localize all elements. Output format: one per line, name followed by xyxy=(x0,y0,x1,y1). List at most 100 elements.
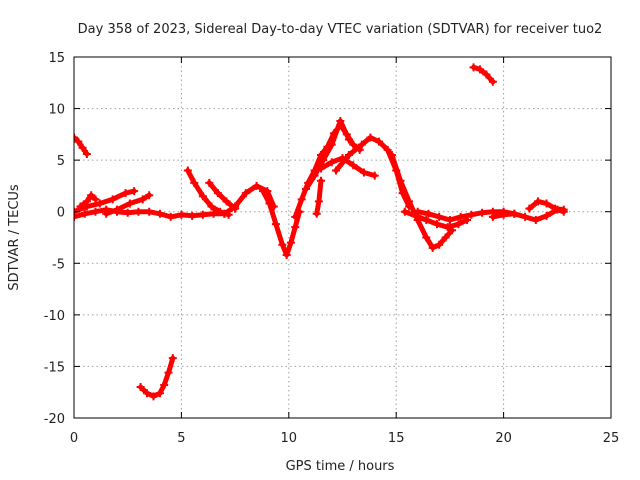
data-point xyxy=(344,150,353,159)
data-point xyxy=(445,215,454,224)
data-point xyxy=(467,210,476,219)
data-point xyxy=(396,176,405,185)
series-arc-dip-main xyxy=(259,187,304,260)
series-line xyxy=(206,180,238,212)
data-point xyxy=(207,202,216,211)
series-arc-peak-climb xyxy=(291,121,364,221)
x-tick-label: 10 xyxy=(281,431,298,446)
data-point xyxy=(475,65,484,74)
y-tick-label: 5 xyxy=(57,154,65,169)
data-point xyxy=(319,156,328,165)
data-point xyxy=(155,389,164,398)
data-point xyxy=(213,189,222,198)
grid xyxy=(74,57,611,418)
data-point xyxy=(301,185,310,194)
series-line xyxy=(74,135,90,157)
data-point xyxy=(76,202,85,211)
series-arc-mid-trail xyxy=(317,154,379,180)
data-point xyxy=(310,171,319,180)
data-point xyxy=(259,187,268,196)
data-point xyxy=(188,211,197,220)
x-tick-label: 5 xyxy=(177,431,185,446)
data-point xyxy=(164,368,173,377)
data-point xyxy=(428,243,437,252)
data-point xyxy=(551,204,560,213)
data-point xyxy=(443,223,452,232)
data-point xyxy=(357,140,366,149)
x-axis-label: GPS time / hours xyxy=(286,459,395,474)
data-point xyxy=(112,207,121,216)
data-point xyxy=(559,205,568,214)
series-arc-low-dip xyxy=(136,354,177,401)
data-point xyxy=(297,195,306,204)
data-point xyxy=(349,140,358,149)
data-point xyxy=(370,171,379,180)
data-point xyxy=(82,197,91,206)
data-point xyxy=(525,204,534,213)
data-point xyxy=(383,145,392,154)
data-point xyxy=(74,133,78,142)
data-point xyxy=(387,150,396,159)
data-point xyxy=(435,212,444,221)
data-point xyxy=(155,209,164,218)
data-point xyxy=(198,210,207,219)
data-point xyxy=(400,207,409,216)
series-arc-late-high xyxy=(469,63,497,86)
data-point xyxy=(456,212,465,221)
data-point xyxy=(177,210,186,219)
data-point xyxy=(134,207,143,216)
y-tick-label: 15 xyxy=(48,51,65,66)
data-point xyxy=(441,233,450,242)
data-point xyxy=(336,116,345,125)
data-point xyxy=(78,143,87,152)
data-point xyxy=(542,199,551,208)
data-point xyxy=(87,191,96,200)
data-point xyxy=(488,212,497,221)
data-point xyxy=(413,207,422,216)
data-point xyxy=(143,389,152,398)
data-point xyxy=(312,209,321,218)
data-point xyxy=(521,212,530,221)
series-line xyxy=(415,209,517,223)
data-point xyxy=(482,70,491,79)
data-point xyxy=(149,392,158,401)
data-point xyxy=(145,191,154,200)
data-point xyxy=(74,137,83,146)
data-point xyxy=(205,178,214,187)
data-point xyxy=(375,137,384,146)
series-arc-morning-base xyxy=(74,205,229,221)
data-point xyxy=(433,220,442,229)
series-arc-afternoon xyxy=(400,207,472,232)
data-point xyxy=(542,211,551,220)
data-point xyxy=(121,189,130,198)
data-point xyxy=(405,197,414,206)
y-tick-label: 10 xyxy=(48,103,65,118)
data-point xyxy=(349,161,358,170)
series-line xyxy=(314,178,324,217)
data-point xyxy=(286,238,295,247)
data-point xyxy=(130,187,139,196)
data-point xyxy=(291,223,300,232)
data-point xyxy=(231,202,240,211)
data-layer xyxy=(74,63,568,401)
data-point xyxy=(136,383,145,392)
y-tick-label: -10 xyxy=(44,309,65,324)
x-tick-label: 20 xyxy=(495,431,512,446)
data-point xyxy=(125,199,134,208)
data-point xyxy=(488,77,497,86)
y-tick-label: -5 xyxy=(52,257,65,272)
data-point xyxy=(533,197,542,206)
data-point xyxy=(454,220,463,229)
series-arc-night-bump xyxy=(525,197,568,214)
data-point xyxy=(344,135,353,144)
data-point xyxy=(108,195,117,204)
data-point xyxy=(216,207,225,216)
data-point xyxy=(411,211,420,220)
data-point xyxy=(102,205,111,214)
y-tick-label: -15 xyxy=(44,360,65,375)
data-point xyxy=(499,210,508,219)
data-point xyxy=(271,220,280,229)
data-point xyxy=(74,212,78,221)
data-point xyxy=(291,212,300,221)
data-point xyxy=(338,154,347,163)
